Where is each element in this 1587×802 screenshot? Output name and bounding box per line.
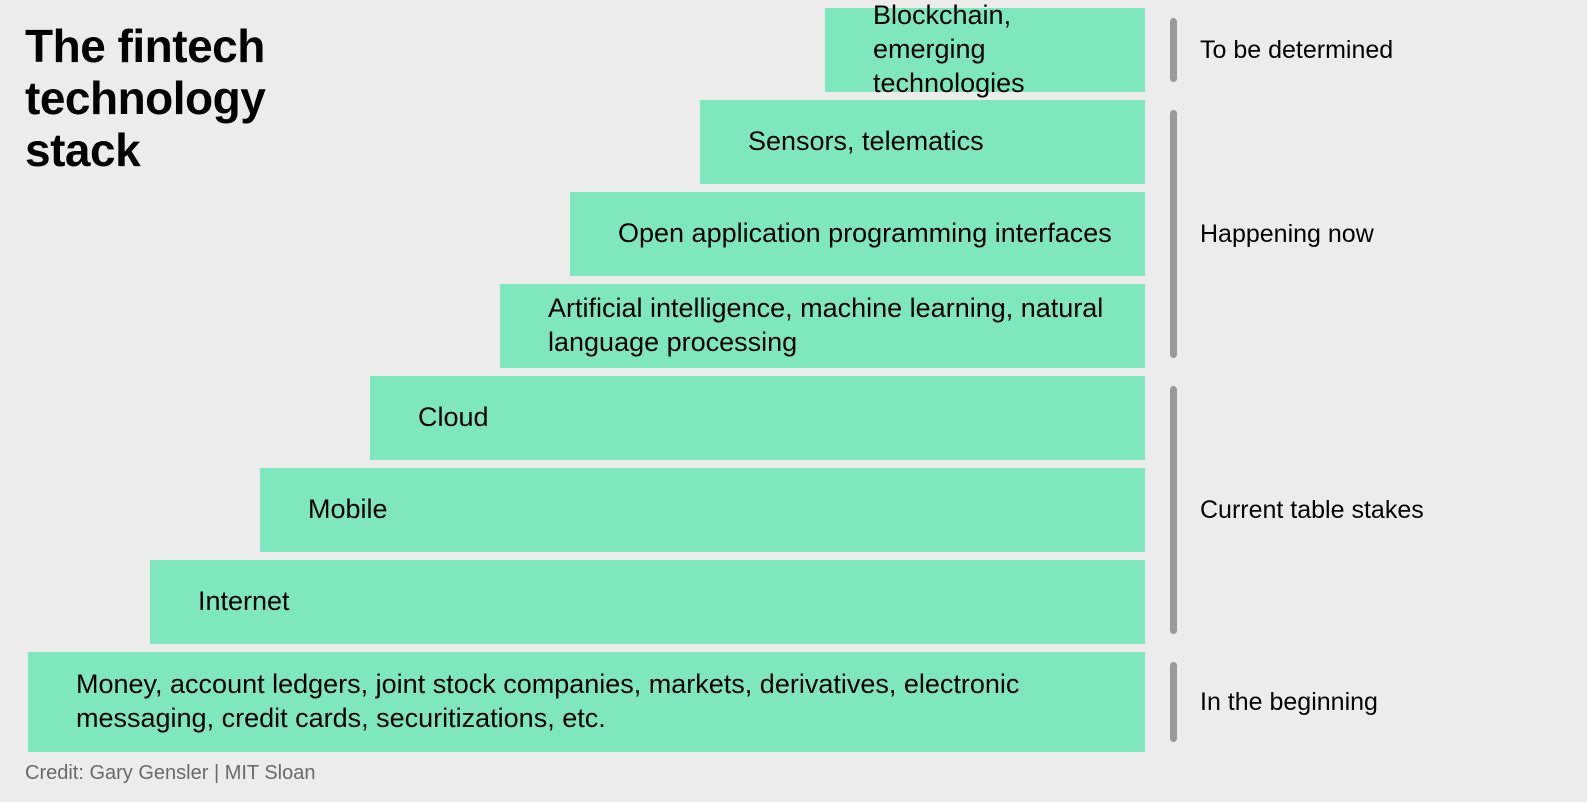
stack-bar-label: Cloud	[418, 401, 489, 435]
stack-bar-label: Blockchain, emerging technologies	[873, 0, 1125, 101]
diagram-title: The fintechtechnologystack	[25, 20, 265, 176]
stack-bar: Sensors, telematics	[700, 100, 1145, 184]
group-label: Current table stakes	[1200, 495, 1560, 526]
stack-bar-label: Artificial intelligence, machine learnin…	[548, 292, 1125, 360]
group-bracket	[1170, 662, 1177, 742]
group-bracket	[1170, 386, 1177, 634]
group-bracket	[1170, 110, 1177, 358]
stack-bar: Artificial intelligence, machine learnin…	[500, 284, 1145, 368]
group-bracket	[1170, 18, 1177, 82]
credit-line: Credit: Gary Gensler | MIT Sloan	[25, 762, 315, 785]
diagram-title-line: stack	[25, 124, 265, 176]
stack-bar: Open application programming interfaces	[570, 192, 1145, 276]
diagram-title-line: technology	[25, 72, 265, 124]
stack-bar-label: Internet	[198, 585, 290, 619]
diagram-title-line: The fintech	[25, 20, 265, 72]
stack-bar-label: Money, account ledgers, joint stock comp…	[76, 668, 1125, 736]
group-label: In the beginning	[1200, 687, 1560, 718]
stack-bar: Internet	[150, 560, 1145, 644]
stack-bar: Blockchain, emerging technologies	[825, 8, 1145, 92]
stack-bar-label: Open application programming interfaces	[618, 217, 1112, 251]
group-label: Happening now	[1200, 219, 1560, 250]
stack-bar: Mobile	[260, 468, 1145, 552]
stack-bar-label: Mobile	[308, 493, 388, 527]
stack-bar: Money, account ledgers, joint stock comp…	[28, 652, 1145, 752]
stack-bar: Cloud	[370, 376, 1145, 460]
stack-bar-label: Sensors, telematics	[748, 125, 984, 159]
group-label: To be determined	[1200, 35, 1560, 66]
